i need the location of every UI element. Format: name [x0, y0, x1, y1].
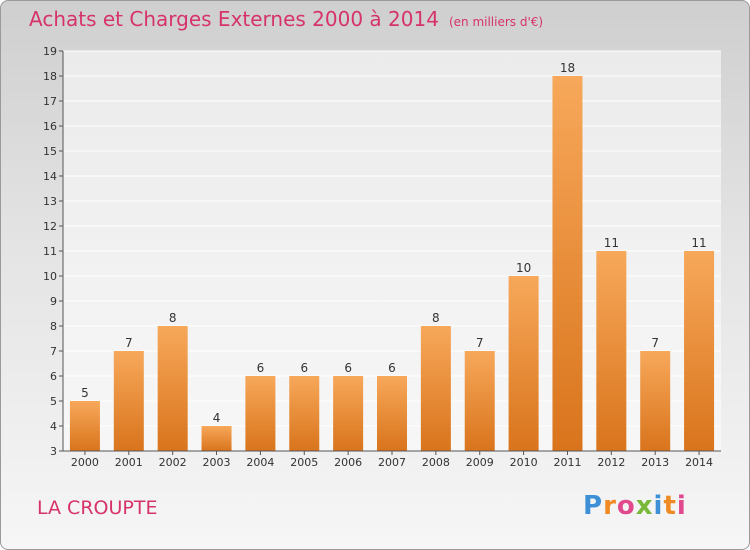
x-tick-label: 2006 — [334, 456, 362, 469]
logo-letter: P — [583, 491, 604, 521]
x-tick-label: 2014 — [685, 456, 713, 469]
bar-value-label: 7 — [125, 336, 133, 350]
bar-value-label: 6 — [388, 361, 396, 375]
chart-title: Achats et Charges Externes 2000 à 2014 — [29, 7, 439, 31]
logo-letter: x — [635, 491, 654, 521]
x-tick-label: 2003 — [203, 456, 231, 469]
bar-value-label: 18 — [560, 61, 575, 75]
bar — [201, 426, 232, 451]
bar-value-label: 8 — [432, 311, 440, 325]
y-tick-label: 4 — [50, 420, 57, 433]
y-tick-label: 18 — [43, 70, 57, 83]
y-tick-label: 16 — [43, 120, 57, 133]
bar — [245, 376, 276, 451]
x-tick-label: 2004 — [246, 456, 274, 469]
x-tick-label: 2012 — [597, 456, 625, 469]
y-tick-label: 8 — [50, 320, 57, 333]
bar-value-label: 4 — [213, 411, 221, 425]
bar-value-label: 7 — [651, 336, 659, 350]
x-tick-label: 2008 — [422, 456, 450, 469]
y-tick-label: 5 — [50, 395, 57, 408]
bar — [289, 376, 320, 451]
y-tick-label: 10 — [43, 270, 57, 283]
y-tick-label: 12 — [43, 220, 57, 233]
bar-value-label: 7 — [476, 336, 484, 350]
bar-value-label: 6 — [344, 361, 352, 375]
x-tick-label: 2013 — [641, 456, 669, 469]
bar-value-label: 8 — [169, 311, 177, 325]
bar — [684, 251, 715, 451]
bar — [508, 276, 539, 451]
x-tick-label: 2005 — [290, 456, 318, 469]
bar-value-label: 10 — [516, 261, 531, 275]
x-tick-label: 2000 — [71, 456, 99, 469]
bar — [596, 251, 627, 451]
y-tick-label: 15 — [43, 145, 57, 158]
chart-title-area: Achats et Charges Externes 2000 à 2014 (e… — [29, 7, 543, 31]
logo-letter: i — [676, 491, 687, 521]
bar-value-label: 6 — [257, 361, 265, 375]
x-tick-label: 2010 — [510, 456, 538, 469]
logo-letter: t — [663, 491, 677, 521]
x-tick-label: 2007 — [378, 456, 406, 469]
logo-letter: o — [616, 491, 636, 521]
y-tick-label: 7 — [50, 345, 57, 358]
bar — [157, 326, 188, 451]
x-tick-label: 2001 — [115, 456, 143, 469]
logo-letter: r — [603, 491, 617, 521]
y-tick-label: 9 — [50, 295, 57, 308]
logo-letter: i — [653, 491, 664, 521]
bar-value-label: 5 — [81, 386, 89, 400]
y-tick-label: 17 — [43, 95, 57, 108]
y-tick-label: 13 — [43, 195, 57, 208]
y-tick-label: 3 — [50, 445, 57, 458]
bar-value-label: 11 — [604, 236, 619, 250]
bar — [377, 376, 407, 451]
y-tick-label: 11 — [43, 245, 57, 258]
y-tick-label: 19 — [43, 45, 57, 58]
y-tick-label: 14 — [43, 170, 57, 183]
x-tick-label: 2002 — [159, 456, 187, 469]
bar-value-label: 11 — [691, 236, 706, 250]
bar — [464, 351, 495, 451]
bar — [640, 351, 671, 451]
bar — [333, 376, 364, 451]
location-name: LA CROUPTE — [37, 497, 158, 519]
chart-subtitle: (en milliers d'€) — [448, 15, 544, 29]
x-tick-label: 2011 — [553, 456, 581, 469]
bar-value-label: 6 — [300, 361, 308, 375]
y-tick-label: 6 — [50, 370, 57, 383]
proxiti-logo: Proxiti — [583, 491, 687, 521]
bar — [113, 351, 144, 451]
bar — [69, 401, 100, 451]
bar — [420, 326, 451, 451]
x-tick-label: 2009 — [466, 456, 494, 469]
bar — [552, 76, 583, 451]
